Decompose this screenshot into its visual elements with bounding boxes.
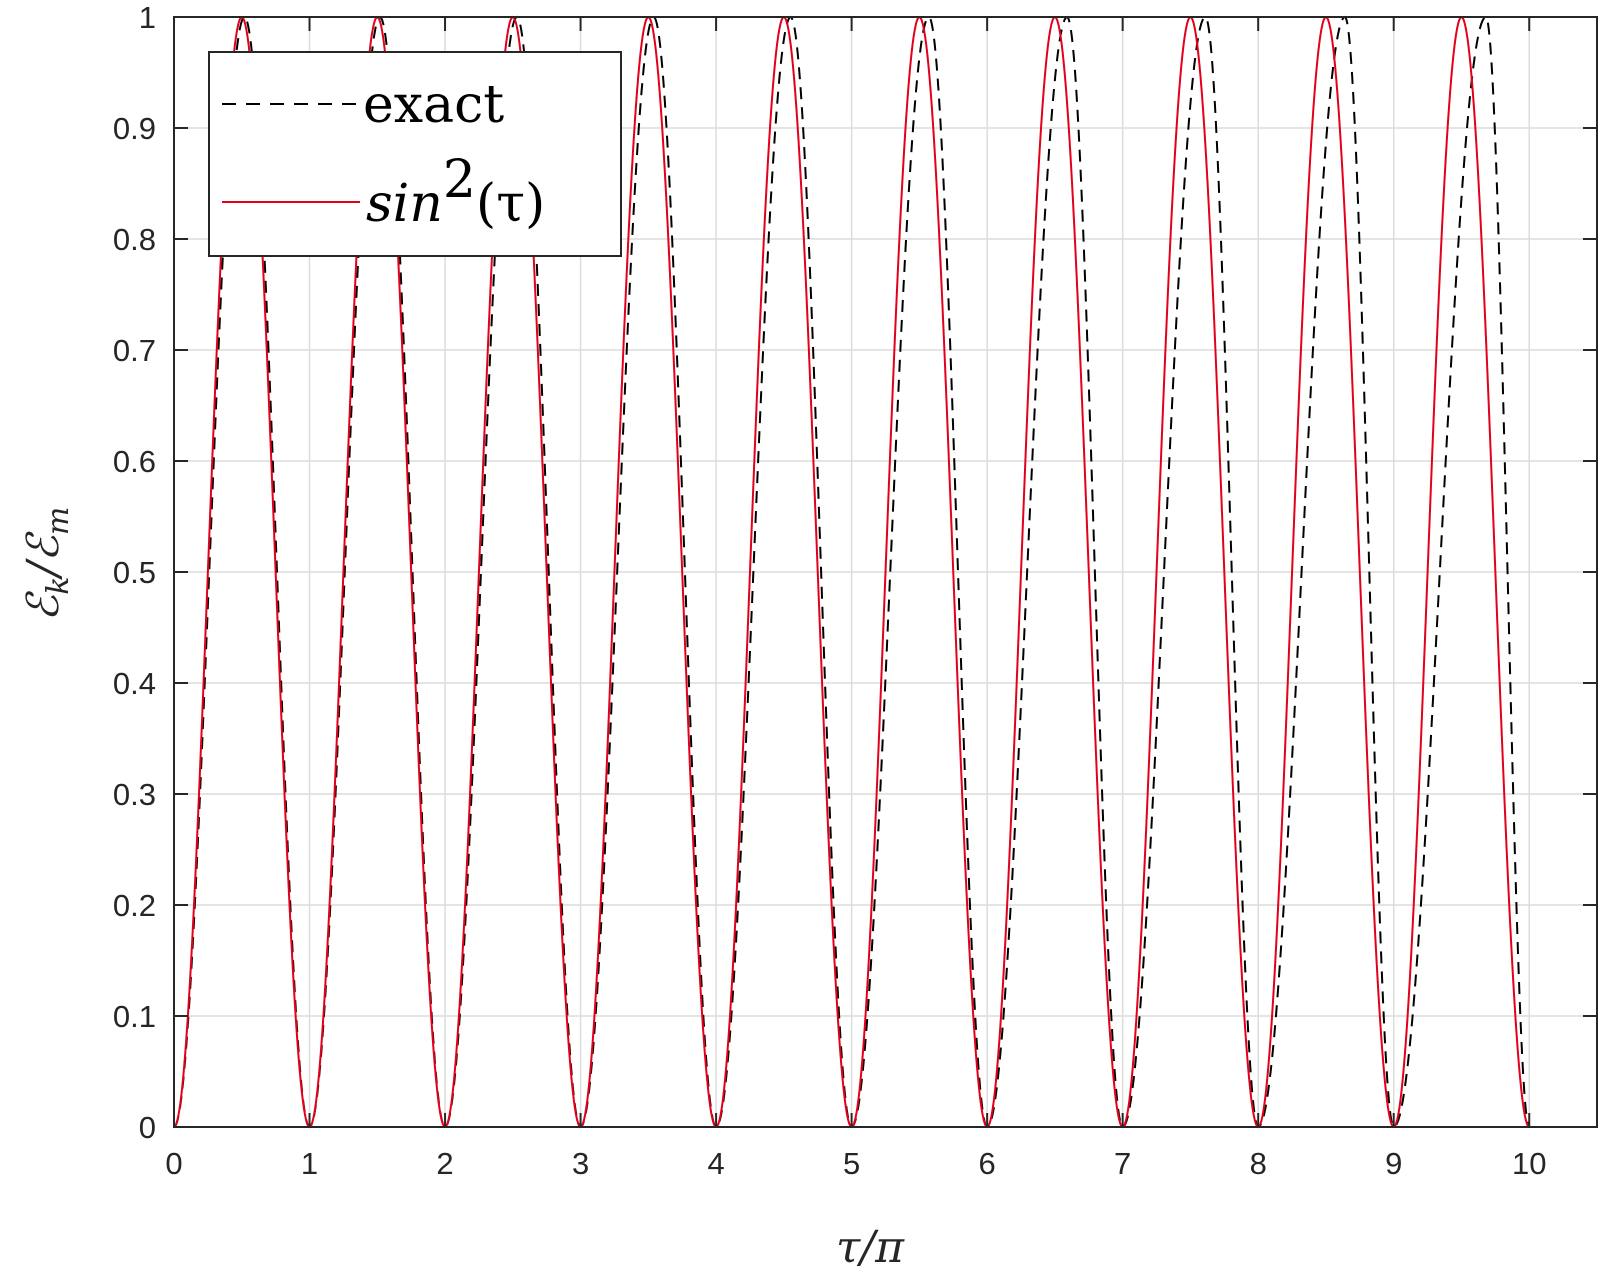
x-tick-label: 0: [165, 1146, 182, 1181]
x-tick-label: 10: [1512, 1146, 1546, 1181]
legend-label-exact: exact: [363, 75, 504, 135]
y-axis-label: ℰk/ℰm: [18, 507, 76, 622]
x-tick-label: 4: [707, 1146, 724, 1181]
axis-ticks: [173, 16, 1597, 1128]
x-axis-label: τ/π: [836, 1222, 905, 1273]
y-tick-label: 0.8: [113, 222, 156, 257]
y-label-main-2: ℰ: [18, 531, 69, 562]
x-tick-label: 5: [843, 1146, 860, 1181]
x-tick-label: 6: [979, 1146, 996, 1181]
y-tick-label: 0: [139, 1110, 156, 1145]
y-tick-label: 0.9: [113, 111, 156, 146]
legend-box: [208, 51, 622, 257]
legend-sin-arg: (τ): [476, 174, 545, 234]
y-tick-label: 0.6: [113, 444, 156, 479]
legend-label-sin: sin2(τ): [366, 150, 545, 234]
y-label-main-1: ℰ: [18, 590, 69, 621]
y-tick-label: 1: [139, 0, 156, 35]
y-tick-label: 0.2: [113, 888, 156, 923]
x-tick-label: 3: [572, 1146, 589, 1181]
y-label-sub-2: m: [41, 507, 76, 535]
y-tick-label: 0.5: [113, 555, 156, 590]
y-tick-label: 0.4: [113, 666, 156, 701]
y-tick-label: 0.3: [113, 777, 156, 812]
tick-labels: 0 1 2 3 4 5 6 7 8 9 10 0 0.1 0.2 0.3 0.4 0.5 0.6 0.7 0.8 0.9…: [113, 0, 1547, 1181]
y-label-sub-1: k: [41, 577, 76, 595]
svg-text:ℰk/ℰm: ℰk/ℰm: [18, 507, 76, 622]
x-tick-label: 9: [1385, 1146, 1402, 1181]
y-label-slash: /: [18, 558, 69, 581]
legend: exact sin2(τ): [208, 51, 622, 257]
legend-sin-exponent: 2: [443, 150, 476, 210]
y-tick-label: 0.1: [113, 999, 156, 1034]
x-tick-label: 7: [1114, 1146, 1131, 1181]
legend-sin-base: sin: [366, 174, 443, 234]
x-tick-label: 2: [436, 1146, 453, 1181]
x-tick-label: 1: [301, 1146, 318, 1181]
y-tick-label: 0.7: [113, 333, 156, 368]
x-tick-label: 8: [1250, 1146, 1267, 1181]
